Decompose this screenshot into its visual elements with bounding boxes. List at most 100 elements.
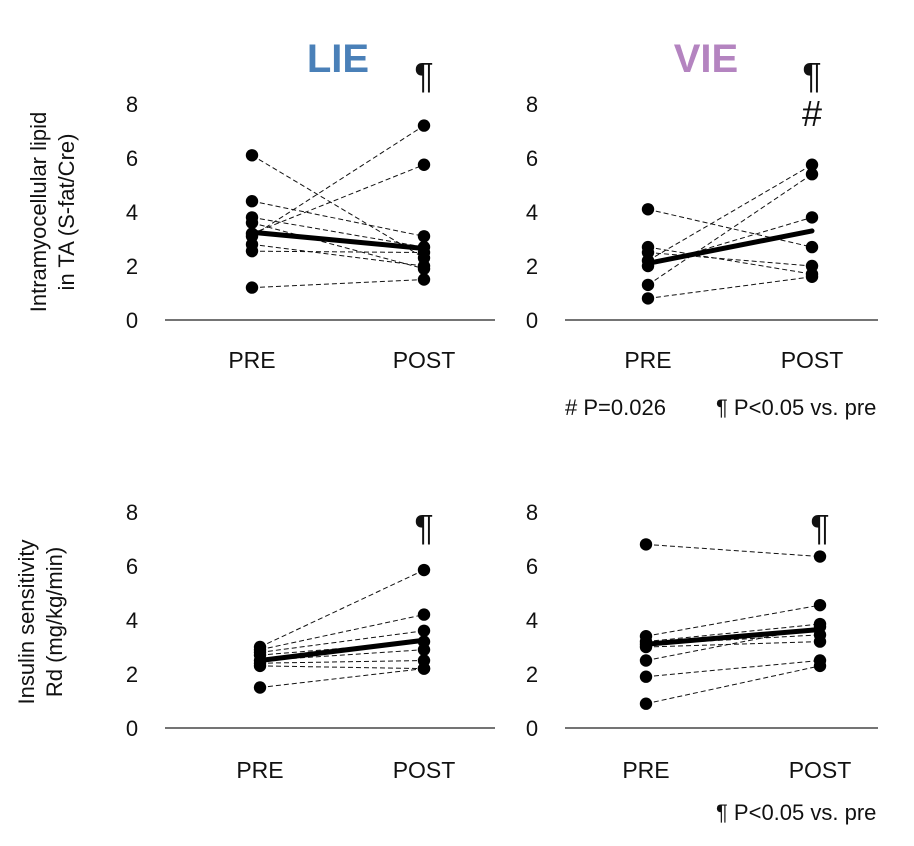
significance-mark: ¶ xyxy=(414,507,433,548)
subject-line xyxy=(259,630,425,653)
subject-point xyxy=(417,119,431,132)
subject-line xyxy=(259,660,425,664)
subject-line xyxy=(645,660,821,678)
x-category-label: PRE xyxy=(624,347,671,373)
subject-line xyxy=(251,200,425,237)
y-tick-label: 2 xyxy=(526,662,538,687)
subject-line xyxy=(645,665,821,705)
y-tick-label: 6 xyxy=(526,554,538,579)
ylabel-top-line1: Intramyocellular lipid xyxy=(26,112,51,313)
significance-mark: # xyxy=(802,93,822,134)
subject-point xyxy=(639,670,653,683)
subject-point xyxy=(805,211,819,224)
y-tick-label: 2 xyxy=(526,254,538,279)
y-tick-label: 4 xyxy=(526,608,538,633)
subject-point xyxy=(813,635,827,648)
subject-point xyxy=(805,259,819,273)
y-tick-label: 0 xyxy=(526,308,538,333)
x-category-label: PRE xyxy=(236,757,283,783)
subject-line xyxy=(647,252,813,267)
subject-point xyxy=(805,240,819,254)
subject-line xyxy=(259,614,425,651)
title-vie: VIE xyxy=(674,37,738,81)
mean-line xyxy=(249,229,427,251)
y-tick-label: 8 xyxy=(526,92,538,117)
subject-line xyxy=(251,250,425,253)
subject-line xyxy=(645,641,821,648)
y-tick-label: 6 xyxy=(126,146,138,171)
subject-line xyxy=(645,604,821,637)
ylabel-bottom-line1: Insulin sensitivity xyxy=(14,539,39,704)
subject-point xyxy=(417,624,431,637)
subject-line xyxy=(251,216,425,248)
subject-point xyxy=(805,270,819,283)
y-tick-label: 2 xyxy=(126,254,138,279)
significance-mark: ¶ xyxy=(810,507,829,548)
mean-line xyxy=(643,626,823,647)
subject-line xyxy=(259,668,425,688)
subject-line xyxy=(251,279,425,289)
subject-line xyxy=(251,125,425,237)
y-tick-label: 6 xyxy=(526,146,538,171)
subject-line xyxy=(259,569,425,648)
subject-line xyxy=(259,665,425,670)
subject-line xyxy=(645,543,821,558)
subject-point xyxy=(641,292,655,305)
subject-point xyxy=(417,608,431,621)
subject-point xyxy=(417,230,431,243)
subject-point xyxy=(641,278,655,292)
subject-point xyxy=(639,538,653,551)
subject-point xyxy=(813,550,827,563)
y-tick-label: 2 xyxy=(126,662,138,687)
subject-point xyxy=(417,259,431,273)
subject-point xyxy=(253,659,267,673)
y-tick-label: 0 xyxy=(126,308,138,333)
x-category-label: POST xyxy=(781,347,844,373)
subject-point xyxy=(639,697,653,710)
subject-point xyxy=(245,195,259,208)
subject-line xyxy=(645,634,821,645)
x-category-label: POST xyxy=(393,757,456,783)
significance-mark: ¶ xyxy=(414,55,433,96)
y-tick-label: 4 xyxy=(126,200,138,225)
mean-line xyxy=(257,637,427,663)
y-tick-label: 0 xyxy=(526,716,538,741)
y-tick-label: 4 xyxy=(126,608,138,633)
y-tick-label: 6 xyxy=(126,554,138,579)
subject-line xyxy=(647,208,813,248)
footnote-hash: # P=0.026 xyxy=(565,395,666,420)
subject-point xyxy=(417,273,431,286)
panel-imcl-vie: 0 2 4 6 8 PRE POST ¶# xyxy=(526,55,878,373)
subject-line xyxy=(251,164,425,235)
subject-line xyxy=(645,623,821,643)
y-tick-label: 8 xyxy=(526,500,538,525)
y-tick-label: 8 xyxy=(126,500,138,525)
panel-rd-lie: 0 2 4 6 8 PRE POST ¶ xyxy=(126,500,495,783)
x-category-label: POST xyxy=(789,757,852,783)
subject-line xyxy=(647,246,813,275)
subject-point xyxy=(245,244,259,258)
subject-line xyxy=(647,173,813,286)
panel-imcl-lie: 0 2 4 6 8 PRE POST ¶ xyxy=(126,55,495,373)
subject-point xyxy=(253,681,267,694)
subject-point xyxy=(813,659,827,673)
subject-point xyxy=(245,149,259,162)
ylabel-top-line2: in TA (S-fat/Cre) xyxy=(54,134,79,291)
subject-point xyxy=(639,654,653,667)
subject-point xyxy=(417,563,431,577)
subject-line xyxy=(251,243,425,267)
subject-point xyxy=(417,158,431,171)
panel-rd-vie: 0 2 4 6 8 PRE POST ¶ xyxy=(526,500,878,783)
significance-mark: ¶ xyxy=(802,55,821,96)
subject-point xyxy=(805,168,819,181)
footnote-pilcrow-top: ¶ P<0.05 vs. pre xyxy=(716,395,876,420)
subject-point xyxy=(417,662,431,675)
x-category-label: PRE xyxy=(228,347,275,373)
y-tick-label: 4 xyxy=(526,200,538,225)
subject-line xyxy=(647,276,813,299)
x-category-label: POST xyxy=(393,347,456,373)
subject-point xyxy=(245,281,259,294)
y-tick-label: 8 xyxy=(126,92,138,117)
title-lie: LIE xyxy=(307,37,369,81)
